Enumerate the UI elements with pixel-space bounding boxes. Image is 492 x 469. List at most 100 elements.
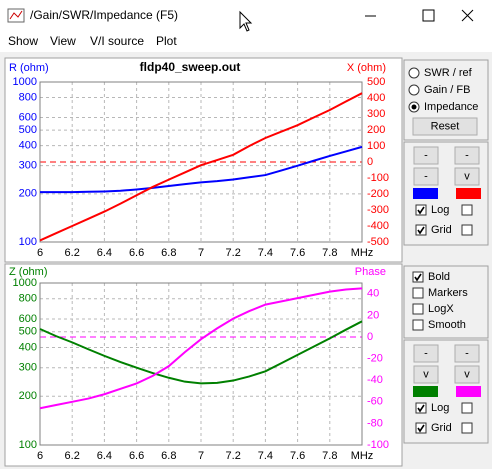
button-label[interactable]: v — [464, 170, 470, 182]
button[interactable] — [413, 344, 439, 363]
checkbox[interactable] — [461, 204, 473, 216]
checkbox-label[interactable]: LogX — [428, 303, 454, 315]
x-tick-label: 6 — [37, 450, 43, 462]
series-line — [39, 320, 363, 385]
checkbox[interactable] — [415, 422, 427, 434]
y2-tick-label: -20 — [367, 353, 383, 365]
y-tick-label: 600 — [19, 111, 37, 123]
group-box — [403, 141, 489, 246]
checkbox-label[interactable]: Log — [431, 402, 449, 414]
radio-label[interactable]: SWR / ref — [424, 67, 473, 79]
checkbox-label[interactable]: Markers — [428, 287, 468, 299]
group-box — [403, 339, 489, 444]
x-tick-label: 6.2 — [65, 450, 80, 462]
y2-tick-label: 20 — [367, 309, 379, 321]
color-swatch[interactable] — [413, 188, 438, 199]
button-label[interactable]: - — [424, 170, 428, 182]
checkbox[interactable] — [412, 303, 424, 315]
y-tick-label: 400 — [19, 140, 37, 152]
y-tick-label: 200 — [19, 390, 37, 402]
button-label[interactable]: - — [465, 347, 469, 359]
close-button[interactable] — [461, 9, 474, 22]
checkbox[interactable] — [415, 402, 427, 414]
y-tick-label: 1000 — [13, 76, 37, 88]
y2-tick-label: -100 — [367, 439, 389, 451]
button-label[interactable]: v — [423, 368, 429, 380]
menu-item[interactable]: V/I source — [90, 34, 144, 48]
y2-tick-label: -40 — [367, 374, 383, 386]
checkbox[interactable] — [461, 422, 473, 434]
radio-label[interactable]: Gain / FB — [424, 84, 470, 96]
y-tick-label: 600 — [19, 313, 37, 325]
menu-item[interactable]: Show — [8, 34, 38, 48]
x-tick-label: 7.2 — [226, 247, 241, 259]
button[interactable] — [413, 365, 439, 384]
check-mark — [417, 206, 425, 215]
checkbox[interactable] — [461, 224, 473, 236]
menu-bar — [0, 32, 492, 52]
y2-tick-label: 400 — [367, 92, 385, 104]
mouse-cursor — [239, 10, 253, 32]
checkbox-label[interactable]: Smooth — [428, 319, 466, 331]
radio-button[interactable] — [408, 84, 420, 96]
color-swatch[interactable] — [456, 188, 481, 199]
radio-label[interactable]: Impedance — [424, 101, 478, 113]
y2-axis-label: X (ohm) — [347, 62, 386, 74]
checkbox-label[interactable]: Grid — [431, 224, 452, 236]
button-label[interactable]: - — [465, 149, 469, 161]
button[interactable] — [412, 117, 478, 136]
y2-tick-label: 100 — [367, 140, 385, 152]
x-tick-label: 6.8 — [161, 247, 176, 259]
x-tick-label: 6.2 — [65, 247, 80, 259]
button-label[interactable]: - — [424, 347, 428, 359]
menu-item[interactable]: Plot — [156, 34, 177, 48]
series-line — [40, 145, 363, 194]
button[interactable] — [454, 344, 480, 363]
checkbox[interactable] — [412, 319, 424, 331]
x-tick-label: 7 — [198, 450, 204, 462]
checkbox[interactable] — [415, 204, 427, 216]
y-tick-label: 800 — [19, 91, 37, 103]
button-label[interactable]: - — [424, 149, 428, 161]
x-tick-label: 7.8 — [322, 450, 337, 462]
x-tick-label: MHz — [351, 450, 374, 462]
series-line — [39, 287, 363, 410]
checkbox-label[interactable]: Log — [431, 204, 449, 216]
button[interactable] — [413, 167, 439, 186]
y2-tick-label: 40 — [367, 288, 379, 300]
y-tick-label: 300 — [19, 160, 37, 172]
group-box — [403, 265, 489, 339]
check-mark — [414, 273, 422, 282]
y-tick-label: 400 — [19, 341, 37, 353]
radio-button[interactable] — [408, 67, 420, 79]
checkbox-label[interactable]: Grid — [431, 422, 452, 434]
checkbox[interactable] — [415, 224, 427, 236]
x-tick-label: 6.4 — [97, 247, 112, 259]
maximize-button[interactable] — [422, 9, 435, 22]
x-tick-label: 6.4 — [97, 450, 112, 462]
color-swatch[interactable] — [413, 386, 438, 397]
y2-tick-label: -60 — [367, 396, 383, 408]
y-axis-label: Z (ohm) — [9, 266, 48, 278]
button[interactable] — [454, 167, 480, 186]
checkbox[interactable] — [412, 287, 424, 299]
checkbox[interactable] — [461, 402, 473, 414]
chart-panel — [4, 57, 403, 263]
group-box — [403, 59, 489, 141]
button-label[interactable]: Reset — [431, 120, 460, 132]
button[interactable] — [413, 146, 439, 165]
button[interactable] — [454, 365, 480, 384]
y-axis-label: R (ohm) — [9, 62, 49, 74]
checkbox-label[interactable]: Bold — [428, 271, 450, 283]
y2-tick-label: -100 — [367, 172, 389, 184]
checkbox[interactable] — [412, 271, 424, 283]
color-swatch[interactable] — [456, 386, 481, 397]
y2-tick-label: -500 — [367, 236, 389, 248]
button-label[interactable]: v — [464, 368, 470, 380]
y-tick-label: 500 — [19, 124, 37, 136]
button[interactable] — [454, 146, 480, 165]
y-tick-label: 200 — [19, 188, 37, 200]
check-mark — [417, 404, 425, 413]
y-tick-label: 1000 — [13, 277, 37, 289]
menu-item[interactable]: View — [50, 34, 76, 48]
